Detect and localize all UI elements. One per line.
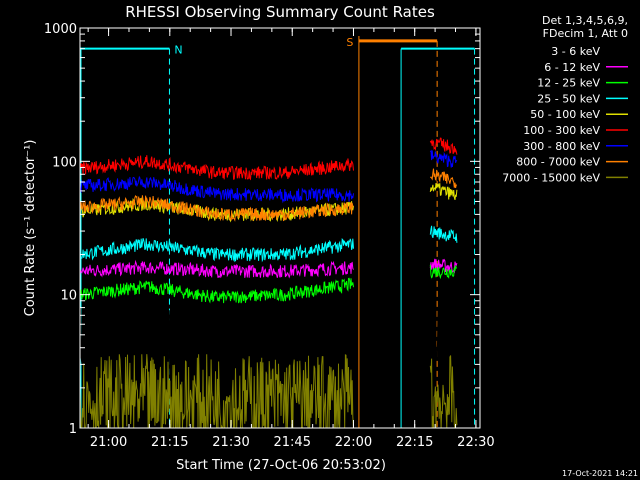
legend-entry-label: 50 - 100 keV xyxy=(530,108,600,121)
x-tick-label: 21:00 xyxy=(90,435,127,450)
x-tick-label: 22:15 xyxy=(396,435,433,450)
series-line xyxy=(79,264,458,304)
series-line xyxy=(79,137,458,181)
y-tick-label: 1000 xyxy=(44,22,77,37)
series-segment xyxy=(429,264,458,280)
x-tick-label: 22:00 xyxy=(335,435,372,450)
plot-frame xyxy=(79,27,481,429)
legend-header-line: Det 1,3,4,5,6,9, xyxy=(542,14,628,27)
legend-header-line: FDecim 1, Att 0 xyxy=(543,27,628,40)
chart-title: RHESSI Observing Summary Count Rates xyxy=(125,3,435,21)
x-tick-label: 22:30 xyxy=(457,435,494,450)
y-tick-label: 10 xyxy=(60,289,77,304)
legend-entry-label: 300 - 800 keV xyxy=(523,140,600,153)
legend-entry-label: 3 - 6 keV xyxy=(551,45,600,58)
series-segment xyxy=(79,175,354,204)
y-axis-label: Count Rate (s⁻¹ detector⁻¹) xyxy=(23,140,38,317)
series-line xyxy=(79,149,458,204)
x-tick-label: 21:45 xyxy=(274,435,311,450)
x-tick-label: 21:30 xyxy=(212,435,249,450)
series-segment xyxy=(79,155,354,181)
flag-label: S xyxy=(346,36,353,49)
series-segment xyxy=(79,194,354,222)
series-segment xyxy=(429,303,458,380)
series-segment xyxy=(429,149,458,168)
y-tick-label: 1 xyxy=(69,422,77,437)
legend-entry-label: 100 - 300 keV xyxy=(523,124,600,137)
timestamp: 17-Oct-2021 14:21 xyxy=(562,469,638,478)
series-segment xyxy=(429,137,458,155)
y-tick-label: 100 xyxy=(52,155,77,170)
x-tick-label: 21:15 xyxy=(151,435,188,450)
series-segment xyxy=(429,258,458,274)
series-segment xyxy=(429,168,458,189)
series-segment xyxy=(79,300,354,382)
series-layer xyxy=(79,137,458,429)
legend-entry-label: 25 - 50 keV xyxy=(537,92,600,105)
legend-entry-label: 800 - 7000 keV xyxy=(516,156,600,169)
axes-layer: 1 10 100 1000 21:00 21:15 21:30 21:45 22:00 22:15… xyxy=(44,22,495,450)
x-axis-label: Start Time (27-Oct-06 20:53:02) xyxy=(176,458,386,473)
series-segment xyxy=(429,225,458,243)
legend-entry-label: 12 - 25 keV xyxy=(537,77,600,90)
series-line xyxy=(79,300,458,382)
series-line xyxy=(79,168,458,222)
series-segment xyxy=(429,182,458,201)
series-segment xyxy=(79,259,354,279)
series-segment xyxy=(79,237,354,263)
legend: Det 1,3,4,5,6,9,FDecim 1, Att 0 3 - 6 keV… xyxy=(502,14,628,184)
legend-entry-label: 6 - 12 keV xyxy=(544,61,600,74)
series-line xyxy=(79,225,458,263)
legend-entry-label: 7000 - 15000 keV xyxy=(502,171,600,184)
series-line xyxy=(79,258,458,279)
series-segment xyxy=(429,355,458,429)
flag-label: N xyxy=(174,44,182,57)
series-segment xyxy=(79,277,354,304)
